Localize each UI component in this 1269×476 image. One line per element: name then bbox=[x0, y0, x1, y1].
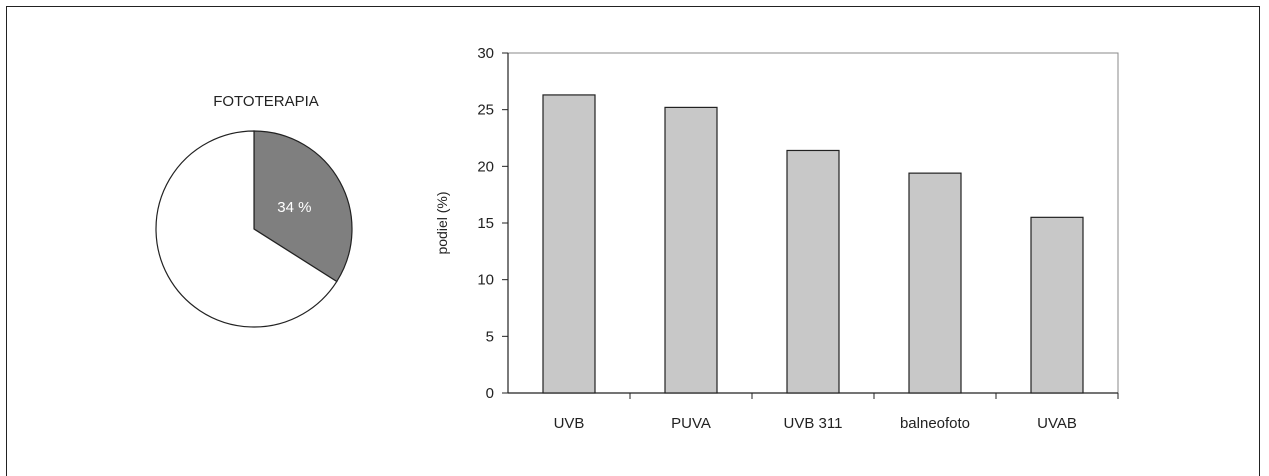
y-tick-label: 15 bbox=[477, 215, 494, 232]
y-tick-label: 0 bbox=[486, 385, 494, 402]
y-tick-label: 5 bbox=[486, 328, 494, 345]
bar-3 bbox=[908, 172, 962, 394]
y-tick-label: 30 bbox=[477, 45, 494, 62]
figure-frame bbox=[6, 6, 1260, 476]
y-axis-label: podiel (%) bbox=[434, 191, 450, 254]
y-tick-label: 10 bbox=[477, 272, 494, 289]
x-tick-label: balneofoto bbox=[900, 415, 970, 432]
bar-4 bbox=[1030, 216, 1084, 394]
x-tick-label: UVB 311 bbox=[784, 415, 843, 432]
x-tick-label: UVB bbox=[554, 415, 585, 432]
bar-2 bbox=[786, 149, 840, 394]
pie-chart: 34 % bbox=[155, 130, 353, 328]
bar-0 bbox=[542, 94, 596, 394]
pie-slice-1 bbox=[155, 130, 338, 328]
pie-slice-label-0: 34 % bbox=[277, 199, 311, 216]
x-tick-label: UVAB bbox=[1037, 415, 1077, 432]
y-tick-label: 20 bbox=[477, 158, 494, 175]
bar-chart: 0 5 10 15 20 25 30 UVB PUVA UVB 311 balneofoto UVAB bbox=[477, 45, 1119, 432]
y-tick-label: 25 bbox=[477, 102, 494, 119]
pie-title: FOTOTERAPIA bbox=[213, 93, 319, 110]
figure-canvas: 34 % FOTOTERAPIA 0 5 10 15 20 25 30 UVB PUVA UVB … bbox=[155, 45, 1119, 432]
x-tick-label: PUVA bbox=[671, 415, 711, 432]
bar-1 bbox=[664, 106, 718, 394]
